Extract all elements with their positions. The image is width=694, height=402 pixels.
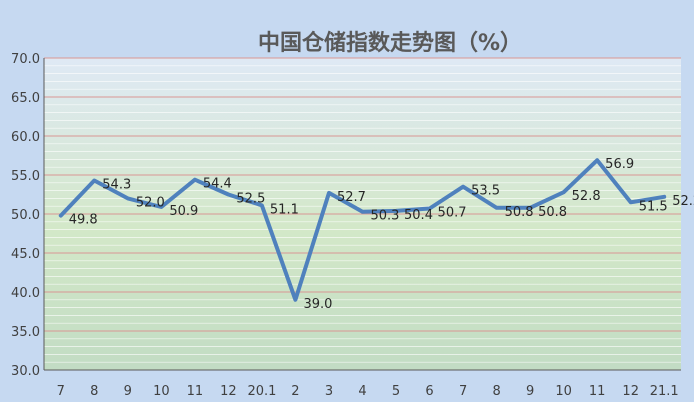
x-tick-label: 12: [622, 384, 639, 399]
series-line-group: [58, 158, 667, 302]
x-tick-label: 2: [291, 384, 299, 399]
x-tick-label: 9: [124, 384, 132, 399]
y-tick-label: 65.0: [11, 91, 40, 106]
data-label: 52.0: [136, 195, 165, 210]
x-tick-label: 9: [526, 384, 534, 399]
data-label: 50.8: [538, 205, 567, 220]
data-label: 49.8: [69, 213, 98, 228]
y-tick-label: 45.0: [11, 247, 40, 262]
data-label: 54.4: [203, 177, 232, 192]
y-tick-label: 30.0: [11, 364, 40, 379]
data-label: 53.5: [471, 184, 500, 199]
x-tick-label: 4: [358, 384, 366, 399]
y-tick-label: 55.0: [11, 169, 40, 184]
data-labels: 49.8 54.3 52.0 50.9 54.4 52.5 51.1 39.0 52.7 50.3…: [69, 157, 694, 312]
x-tick-label: 21.1: [650, 384, 679, 399]
data-label: 51.5: [639, 199, 668, 214]
x-tick-label: 7: [459, 384, 467, 399]
x-tick-label: 5: [392, 384, 400, 399]
data-label: 50.3: [371, 209, 400, 224]
x-tick-label: 3: [325, 384, 333, 399]
x-tick-label: 11: [589, 384, 606, 399]
series-line: [58, 158, 667, 302]
data-label: 50.9: [169, 204, 198, 219]
data-label: 51.1: [270, 202, 299, 217]
data-label: 54.3: [102, 177, 131, 192]
y-tick-label: 60.0: [11, 130, 40, 145]
data-label: 50.4: [404, 208, 433, 223]
x-tick-label: 8: [492, 384, 500, 399]
x-tick-label: 10: [555, 384, 572, 399]
data-label: 39.0: [303, 297, 332, 312]
x-axis: 7 8 9 10 11 12 20.1 2 3 4 5 6 7 8 9 10 11 12 21.1: [44, 369, 681, 399]
x-tick-label: 7: [57, 384, 65, 399]
data-label: 50.8: [505, 205, 534, 220]
y-tick-label: 40.0: [11, 286, 40, 301]
x-tick-label: 10: [153, 384, 170, 399]
chart-title: 中国仓储指数走势图（%）: [258, 30, 522, 56]
x-tick-label: 12: [220, 384, 237, 399]
x-tick-label: 8: [90, 384, 98, 399]
data-label: 52.8: [572, 189, 601, 204]
x-tick-label: 6: [425, 384, 433, 399]
y-tick-label: 35.0: [11, 325, 40, 340]
data-label: 52.5: [236, 192, 265, 207]
y-tick-label: 70.0: [11, 52, 40, 67]
x-tick-label: 11: [187, 384, 204, 399]
y-axis: 30.0 35.0 40.0 45.0 50.0 55.0 60.0 65.0 70.0: [11, 52, 45, 379]
data-label: 56.9: [605, 157, 634, 172]
data-label: 52.7: [337, 190, 366, 205]
data-label: 50.7: [438, 206, 467, 221]
x-tick-label: 20.1: [247, 384, 276, 399]
data-label: 52.2: [672, 194, 694, 209]
y-tick-label: 50.0: [11, 208, 40, 223]
